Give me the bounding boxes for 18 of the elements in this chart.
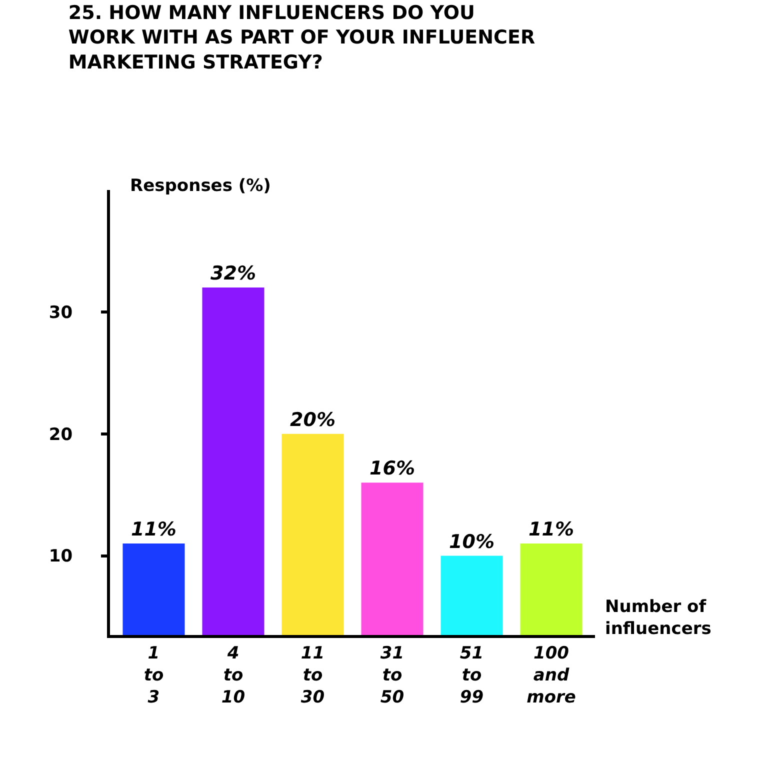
- x-tick-label: 1 to 3: [144, 643, 164, 708]
- data-label: 32%: [210, 262, 256, 285]
- y-axis-title: Responses (%): [130, 176, 271, 196]
- y-tick-label: 20: [48, 424, 73, 445]
- data-label: 11%: [130, 518, 176, 541]
- chart-title: 25. HOW MANY INFLUENCERS DO YOU WORK WITH AS PART OF YOUR INFLUENCER MARKETING STRATEGY?: [68, 2, 536, 74]
- x-tick-label: 11 to 30: [300, 643, 325, 708]
- data-label: 10%: [449, 530, 494, 553]
- x-axis-title: Number of influencers: [605, 597, 712, 640]
- x-tick-label: 4 to 10: [221, 643, 246, 708]
- x-tick-label: 51 to 99: [460, 643, 484, 708]
- data-label: 16%: [370, 458, 415, 480]
- data-label: 11%: [528, 518, 574, 541]
- x-tick-label: 31 to 50: [380, 643, 404, 708]
- y-tick-label: 30: [48, 302, 73, 323]
- data-label: 20%: [290, 408, 336, 431]
- y-tick-label: 10: [48, 546, 73, 567]
- x-tick-label: 100 and more: [526, 643, 576, 708]
